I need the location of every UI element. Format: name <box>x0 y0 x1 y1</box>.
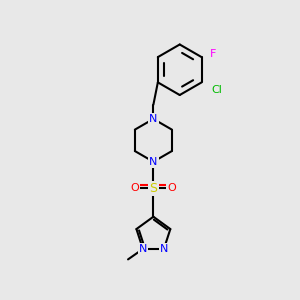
Text: O: O <box>167 184 176 194</box>
Text: N: N <box>160 244 168 254</box>
Text: Cl: Cl <box>211 85 222 95</box>
Text: N: N <box>149 114 158 124</box>
Text: O: O <box>130 184 139 194</box>
Text: N: N <box>149 157 158 167</box>
Text: F: F <box>210 49 216 59</box>
Text: N: N <box>139 244 147 254</box>
Text: S: S <box>149 182 158 195</box>
